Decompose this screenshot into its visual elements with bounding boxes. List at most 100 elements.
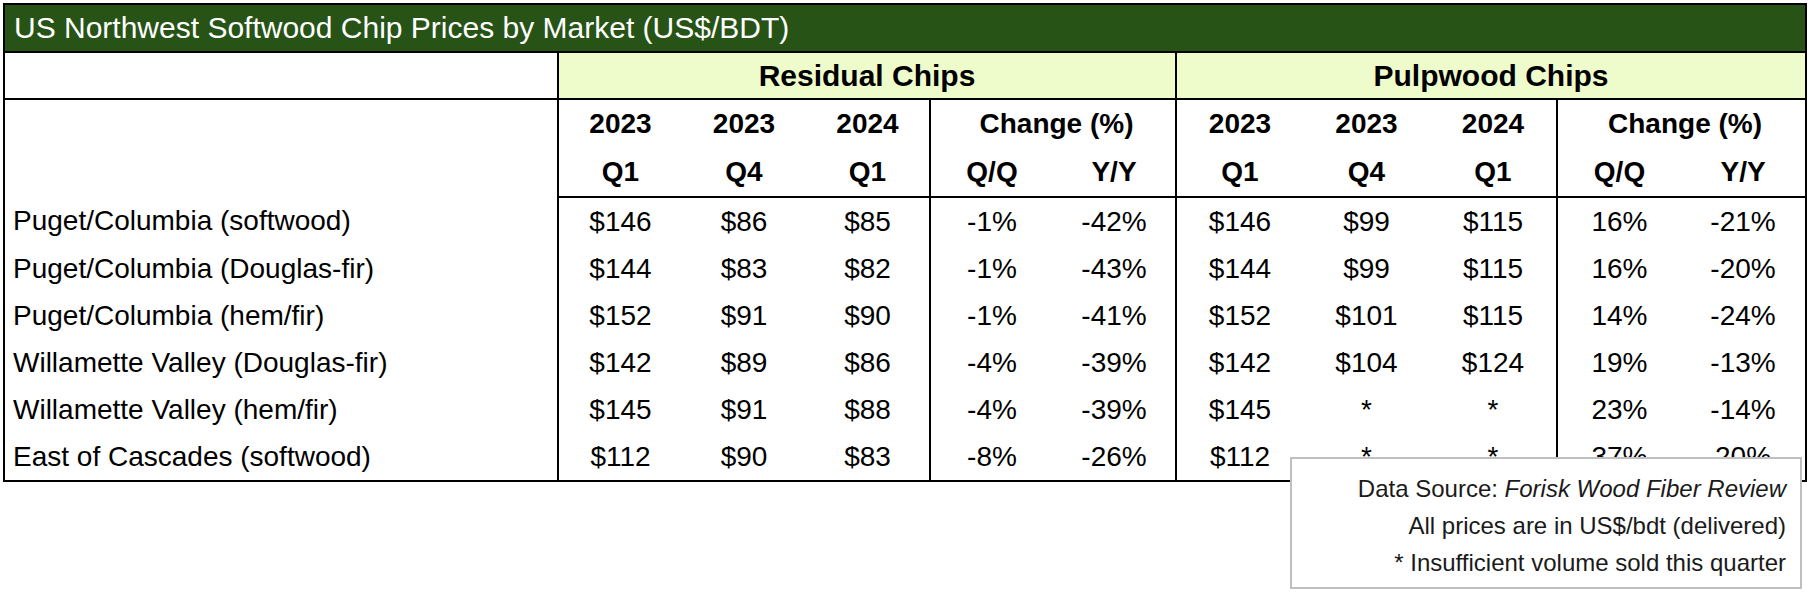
change-subheader-qq: Q/Q [1557,148,1681,197]
quarter-header: Q1 [558,148,682,197]
quarter-header: Q4 [1303,148,1430,197]
page-title: US Northwest Softwood Chip Prices by Mar… [4,4,1806,52]
value-cell: $90 [682,433,806,481]
quarter-header: Q4 [682,148,806,197]
value-cell: $83 [806,433,930,481]
value-cell: -39% [1053,386,1176,433]
value-cell: -39% [1053,339,1176,386]
quarter-header: Q1 [806,148,930,197]
change-subheader-yy: Y/Y [1681,148,1806,197]
value-cell: $90 [806,292,930,339]
value-cell: $104 [1303,339,1430,386]
value-cell: $115 [1430,292,1557,339]
value-cell: $91 [682,386,806,433]
value-cell: $112 [1176,433,1303,481]
year-header: 2023 [1176,99,1303,148]
value-cell: $86 [682,197,806,245]
market-label: Willamette Valley (hem/fir) [4,386,558,433]
table-row: Puget/Columbia (Douglas-fir) $144 $83 $8… [4,245,1806,292]
blank-header-cell [4,99,558,197]
section-header-row: Residual Chips Pulpwood Chips [4,52,1806,99]
value-cell: 16% [1557,245,1681,292]
asterisk-note: * Insufficient volume sold this quarter [1292,544,1786,581]
data-source-label: Data Source: [1358,475,1505,502]
value-cell: $89 [682,339,806,386]
value-cell: -1% [930,197,1053,245]
year-header: 2024 [1430,99,1557,148]
value-cell: $85 [806,197,930,245]
value-cell: -24% [1681,292,1806,339]
value-cell: -4% [930,339,1053,386]
table-row: Puget/Columbia (hem/fir) $152 $91 $90 -1… [4,292,1806,339]
page: US Northwest Softwood Chip Prices by Mar… [0,0,1810,597]
market-label: Puget/Columbia (Douglas-fir) [4,245,558,292]
value-cell: $82 [806,245,930,292]
value-cell: $142 [558,339,682,386]
value-cell: $112 [558,433,682,481]
market-label: East of Cascades (softwood) [4,433,558,481]
prices-unit-note: All prices are in US$/bdt (delivered) [1292,507,1786,544]
footnote-box: Data Source: Forisk Wood Fiber Review Al… [1290,457,1802,589]
title-bar: US Northwest Softwood Chip Prices by Mar… [4,4,1806,52]
value-cell: $145 [558,386,682,433]
change-header: Change (%) [930,99,1176,148]
year-header: 2023 [682,99,806,148]
table-row: Willamette Valley (hem/fir) $145 $91 $88… [4,386,1806,433]
value-cell: $144 [1176,245,1303,292]
value-cell: $115 [1430,245,1557,292]
value-cell: $83 [682,245,806,292]
value-cell: $146 [1176,197,1303,245]
value-cell: $142 [1176,339,1303,386]
data-source-note: Data Source: Forisk Wood Fiber Review [1292,470,1786,507]
change-subheader-qq: Q/Q [930,148,1053,197]
value-cell: $146 [558,197,682,245]
year-header: 2024 [806,99,930,148]
data-source-name: Forisk Wood Fiber Review [1505,475,1786,502]
value-cell: -4% [930,386,1053,433]
value-cell: -8% [930,433,1053,481]
change-subheader-yy: Y/Y [1053,148,1176,197]
value-cell: -13% [1681,339,1806,386]
market-label: Willamette Valley (Douglas-fir) [4,339,558,386]
value-cell: * [1303,386,1430,433]
value-cell: $99 [1303,197,1430,245]
quarter-header: Q1 [1176,148,1303,197]
value-cell: -1% [930,292,1053,339]
value-cell: $101 [1303,292,1430,339]
value-cell: $144 [558,245,682,292]
value-cell: $86 [806,339,930,386]
value-cell: $88 [806,386,930,433]
value-cell: -42% [1053,197,1176,245]
value-cell: $152 [558,292,682,339]
value-cell: -41% [1053,292,1176,339]
value-cell: -1% [930,245,1053,292]
value-cell: 14% [1557,292,1681,339]
quarter-header: Q1 [1430,148,1557,197]
value-cell: $91 [682,292,806,339]
value-cell: -21% [1681,197,1806,245]
blank-corner-cell [4,52,558,99]
value-cell: $152 [1176,292,1303,339]
value-cell: -14% [1681,386,1806,433]
value-cell: $99 [1303,245,1430,292]
chip-prices-table: US Northwest Softwood Chip Prices by Mar… [3,3,1807,482]
value-cell: 19% [1557,339,1681,386]
value-cell: -43% [1053,245,1176,292]
section-header-residual: Residual Chips [558,52,1176,99]
year-header: 2023 [1303,99,1430,148]
section-header-pulpwood: Pulpwood Chips [1176,52,1806,99]
value-cell: 23% [1557,386,1681,433]
value-cell: $145 [1176,386,1303,433]
value-cell: $115 [1430,197,1557,245]
market-label: Puget/Columbia (softwood) [4,197,558,245]
value-cell: -20% [1681,245,1806,292]
market-label: Puget/Columbia (hem/fir) [4,292,558,339]
value-cell: * [1430,386,1557,433]
value-cell: 16% [1557,197,1681,245]
value-cell: $124 [1430,339,1557,386]
change-header: Change (%) [1557,99,1806,148]
value-cell: -26% [1053,433,1176,481]
year-header: 2023 [558,99,682,148]
table-row: Puget/Columbia (softwood) $146 $86 $85 -… [4,197,1806,245]
year-header-row: 2023 2023 2024 Change (%) 2023 2023 2024… [4,99,1806,148]
